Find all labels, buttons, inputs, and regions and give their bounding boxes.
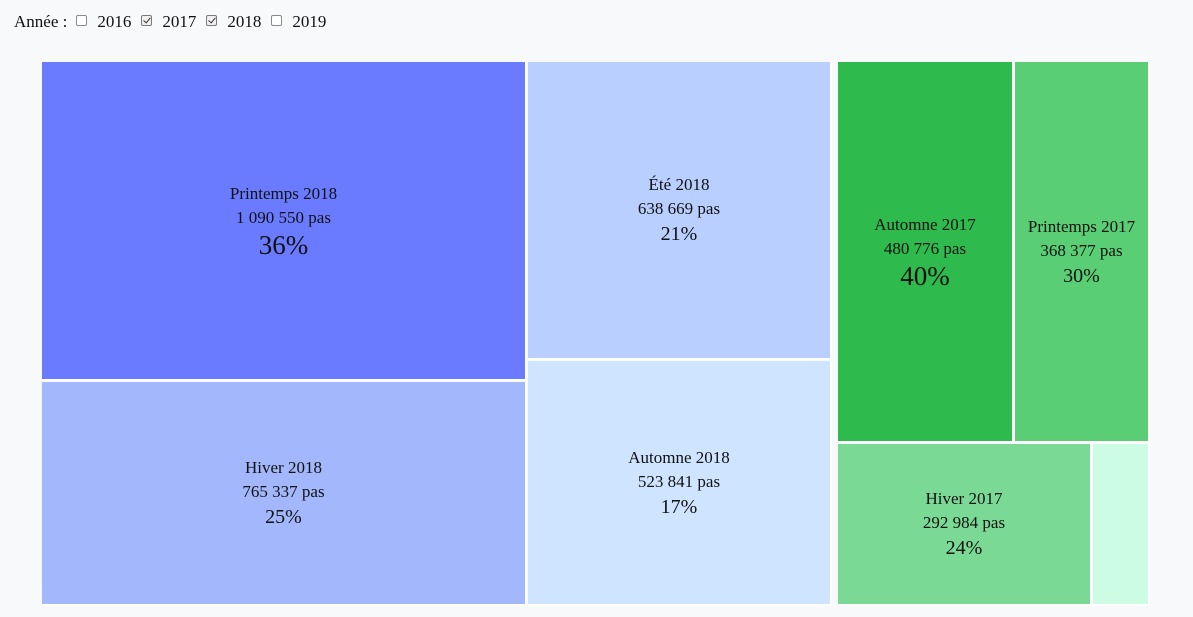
- cell-percent: 21%: [660, 223, 698, 245]
- checkbox-2017[interactable]: [141, 14, 153, 26]
- year-label-2016: 2016: [97, 12, 132, 31]
- checkbox-2019[interactable]: [271, 14, 283, 26]
- year-option-2018[interactable]: 2018: [206, 12, 261, 32]
- treemap-cell-remainder-2017[interactable]: [1093, 444, 1150, 606]
- cell-steps: 1 090 550 pas: [236, 207, 331, 227]
- year-option-2016[interactable]: 2016: [76, 12, 131, 32]
- cell-steps: 292 984 pas: [922, 513, 1006, 532]
- cell-label: Printemps 2017: [1027, 216, 1136, 236]
- checkbox-2016[interactable]: [76, 14, 88, 26]
- treemap-cell-automne-2018[interactable]: Automne 2018 523 841 pas 17%: [528, 361, 832, 606]
- year-filter: Année : 2016 2017 2018 2019: [14, 12, 336, 32]
- treemap-cell-printemps-2017[interactable]: Printemps 2017 368 377 pas 30%: [1015, 62, 1150, 443]
- cell-steps: 480 776 pas: [883, 238, 967, 258]
- cell-percent: 40%: [900, 260, 950, 291]
- cell-percent: 30%: [1063, 264, 1100, 287]
- year-option-2019[interactable]: 2019: [271, 12, 326, 32]
- cell-steps: 638 669 pas: [637, 199, 721, 218]
- year-label-2018: 2018: [227, 12, 262, 31]
- treemap-cell-automne-2017[interactable]: Automne 2017 480 776 pas 40%: [838, 62, 1014, 443]
- cell-percent: 36%: [258, 229, 309, 260]
- cell-label: Hiver 2018: [245, 458, 322, 477]
- cell-label: Automne 2017: [874, 214, 976, 234]
- year-label-2019: 2019: [292, 12, 327, 31]
- cell-label: Printemps 2018: [229, 183, 338, 203]
- year-filter-label: Année :: [14, 12, 68, 31]
- cell-percent: 24%: [945, 537, 983, 559]
- cell-percent: 17%: [660, 495, 698, 518]
- year-label-2017: 2017: [162, 12, 197, 31]
- cell-label: Hiver 2017: [925, 489, 1003, 508]
- treemap-cell-hiver-2018[interactable]: Hiver 2018 765 337 pas 25%: [42, 382, 527, 606]
- cell-steps: 765 337 pas: [242, 482, 325, 501]
- cell-steps: 368 377 pas: [1040, 240, 1123, 260]
- year-option-2017[interactable]: 2017: [141, 12, 196, 32]
- cell-label: Été 2018: [648, 175, 710, 194]
- cell-percent: 25%: [265, 506, 302, 528]
- cell-steps: 523 841 pas: [637, 471, 721, 491]
- cell-label: Automne 2018: [628, 447, 730, 467]
- treemap-cell-été-2018[interactable]: Été 2018 638 669 pas 21%: [528, 62, 832, 360]
- treemap-cell-hiver-2017[interactable]: Hiver 2017 292 984 pas 24%: [838, 444, 1092, 606]
- checkbox-2018[interactable]: [206, 14, 218, 26]
- treemap-cell-printemps-2018[interactable]: Printemps 2018 1 090 550 pas 36%: [42, 62, 527, 381]
